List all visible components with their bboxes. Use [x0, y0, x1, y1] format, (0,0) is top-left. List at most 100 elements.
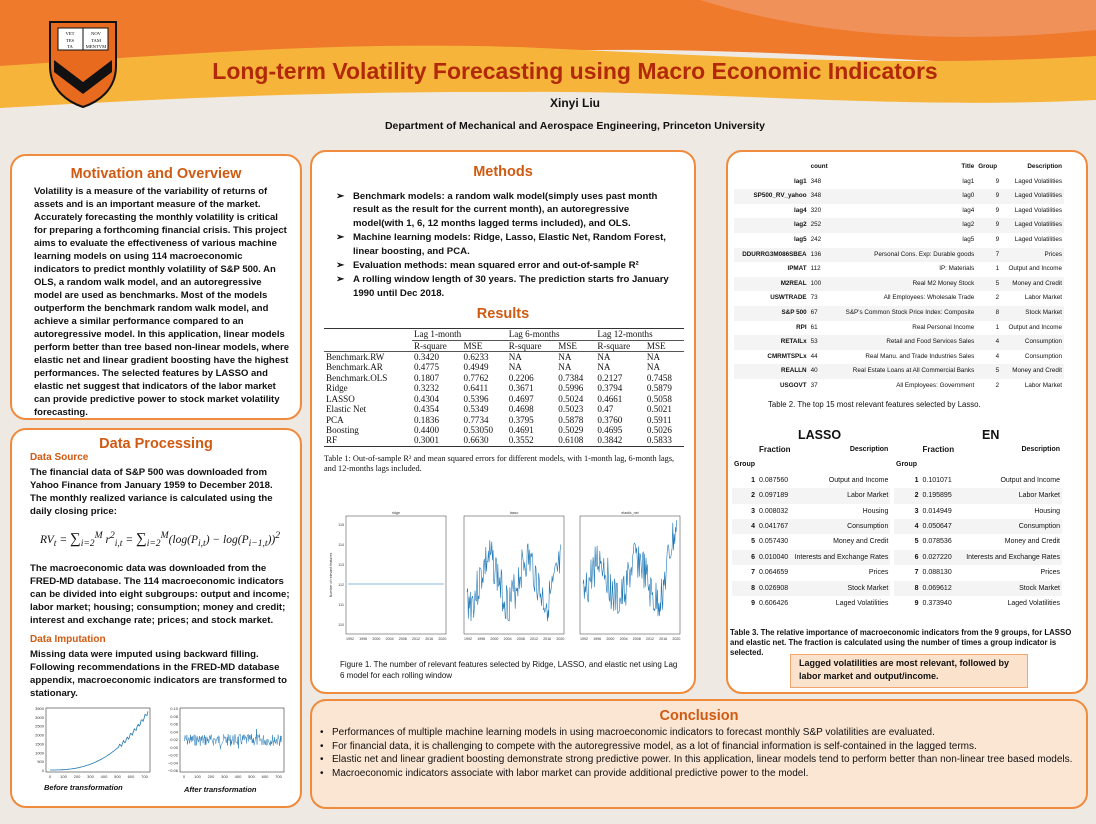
tick-label: 2008: [399, 637, 407, 641]
table-3-caption: Table 3. The relative importance of macr…: [730, 628, 1072, 657]
tick-label: 1996: [593, 637, 601, 641]
svg-text:MENTVM: MENTVM: [86, 44, 106, 49]
tick-label: 2016: [425, 637, 433, 641]
table-cell: SP500_RV_yahoo: [734, 189, 809, 204]
table-row: 2 0.195895 Labor Market: [894, 488, 1062, 504]
table-cell: 9: [976, 218, 1002, 233]
tick-label: 112: [338, 583, 344, 587]
tick-label: 2012: [530, 637, 538, 641]
table-row: 7 0.064659 Prices: [732, 565, 890, 580]
tick-label: 0.08: [170, 714, 179, 719]
header-banner: VET NOV TES TAM TA MENTVM Long-term Vola…: [0, 0, 1096, 150]
table-cell: 0.4775: [413, 362, 439, 373]
table-cell: 320: [810, 206, 822, 214]
tick-label: 700: [141, 774, 148, 779]
table-cell: 0.195895: [920, 488, 959, 504]
table-cell: 2: [732, 488, 757, 504]
table-cell: 4: [894, 519, 921, 535]
table-cell: Real Personal Income: [912, 323, 975, 331]
tick-label: 2016: [659, 637, 667, 641]
table-cell: NA: [508, 352, 522, 363]
table-cell: 0.3001: [413, 435, 439, 446]
tick-label: 2000: [606, 637, 614, 641]
table-cell: Real Manu. and Trade Industries Sales: [865, 352, 975, 360]
tick-label: 500: [114, 774, 121, 779]
tick-label: 2020: [438, 637, 446, 641]
tick-label: 111: [339, 603, 344, 607]
macro-data-text: The macroeconomic data was downloaded fr…: [30, 563, 290, 626]
table-cell: Money and Credit: [1001, 364, 1064, 379]
table-cell: Prices: [868, 569, 889, 577]
group-label: Group: [894, 457, 921, 473]
methods-bullet: Evaluation methods: mean squared error a…: [336, 259, 678, 273]
table-row: 8 0.026908 Stock Market: [732, 580, 891, 597]
features-header: count: [810, 163, 828, 170]
table-cell: Benchmark.RW: [326, 352, 385, 363]
table-cell: 1: [751, 476, 755, 484]
table-cell: 0.4304: [413, 393, 439, 404]
table-cell: Output and Income: [828, 476, 889, 484]
table-cell: 0.5026: [646, 424, 672, 435]
table-row: CMRMTSPLx 44 Real Manu. and Trade Industri…: [734, 350, 1064, 365]
table-cell: 4: [995, 352, 1000, 360]
tick-label: 1992: [346, 637, 354, 641]
table-cell: 0.6108: [558, 435, 584, 446]
table-row: 1 0.101071 Output and Income: [894, 473, 1062, 488]
table-cell: 0.2127: [597, 372, 623, 383]
table-cell: 0.5833: [646, 435, 672, 446]
tick-label: −0.02: [168, 753, 179, 758]
table-row: 1 0.087560 Output and Income: [732, 473, 890, 488]
tick-label: 0: [49, 774, 52, 779]
table-sub-header: R-square: [413, 340, 447, 351]
table-cell: 0.087560: [759, 476, 789, 484]
table-cell: 0.3794: [597, 383, 623, 394]
table-cell: 0.4354: [413, 404, 439, 415]
before-transformation-label: Before transformation: [44, 783, 123, 792]
en-importance-table: Fraction Description Group 1 0.101071 Outp…: [894, 442, 1062, 611]
table-cell: Prices: [1040, 569, 1060, 577]
tick-label: −0.06: [168, 768, 179, 773]
table-cell: Laged Volatilities: [1001, 189, 1064, 204]
table-row: RETAILx 53 Retail and Food Services Sales 4…: [734, 335, 1064, 350]
methods-bullet: Machine learning models: Ridge, Lasso, E…: [336, 231, 678, 258]
lasso-title: LASSO: [798, 428, 842, 442]
table-cell: RETAILx: [734, 335, 809, 350]
table-cell: 9: [995, 177, 1000, 185]
conclusion-bullet: Performances of multiple machine learnin…: [316, 726, 1076, 740]
methods-list: Benchmark models: a random walk model(si…: [312, 180, 694, 300]
table-cell: DDURRG3M086SBEA: [734, 247, 809, 263]
table-row: 6 0.010040 Interests and Exchange Rates: [732, 549, 891, 566]
table-cell: 0.5878: [558, 414, 584, 425]
table-sub-header: MSE: [463, 340, 483, 351]
table-cell: Retail and Food Services Sales: [831, 335, 977, 350]
table-cell: 0.1836: [413, 414, 439, 425]
table-row: PCA 0.1836 0.7734 0.3795 0.5878 0.3760 0.5911: [324, 415, 684, 425]
tick-label: 0: [183, 774, 186, 779]
table-cell: Labor Market: [1024, 381, 1062, 389]
results-title: Results: [476, 306, 530, 323]
tick-label: 0.02: [170, 737, 179, 742]
table-row: 6 0.027220 Interests and Exchange Rates: [894, 549, 1062, 566]
tick-label: 100: [194, 774, 201, 779]
table-cell: 0.5911: [646, 414, 672, 425]
table-cell: 348: [808, 189, 832, 204]
table-cell: 0.6411: [463, 383, 489, 394]
conclusion-title: Conclusion: [659, 708, 739, 724]
table-cell: 0.050647: [920, 519, 959, 535]
table-cell: 0.3671: [508, 383, 534, 394]
table-cell: Output and Income: [1008, 265, 1062, 273]
table-row: 7 0.088130 Prices: [894, 565, 1062, 580]
table-cell: USGOVT: [779, 381, 807, 389]
table-cell: 3: [751, 507, 755, 515]
table-cell: 0.5023: [558, 404, 584, 415]
table-cell: 7: [751, 569, 755, 577]
table-row: 4 0.050647 Consumption: [894, 519, 1062, 535]
table-cell: 5: [914, 538, 919, 546]
table-cell: 0.5996: [558, 383, 584, 394]
table-row: 2 0.097189 Labor Market: [732, 488, 891, 504]
table-cell: 112: [810, 265, 821, 273]
table-cell: Laged Volatilities: [1007, 600, 1060, 608]
svg-text:TA: TA: [67, 44, 73, 49]
table-cell: 0.041767: [757, 519, 793, 535]
table-cell: 0.3552: [508, 435, 534, 446]
